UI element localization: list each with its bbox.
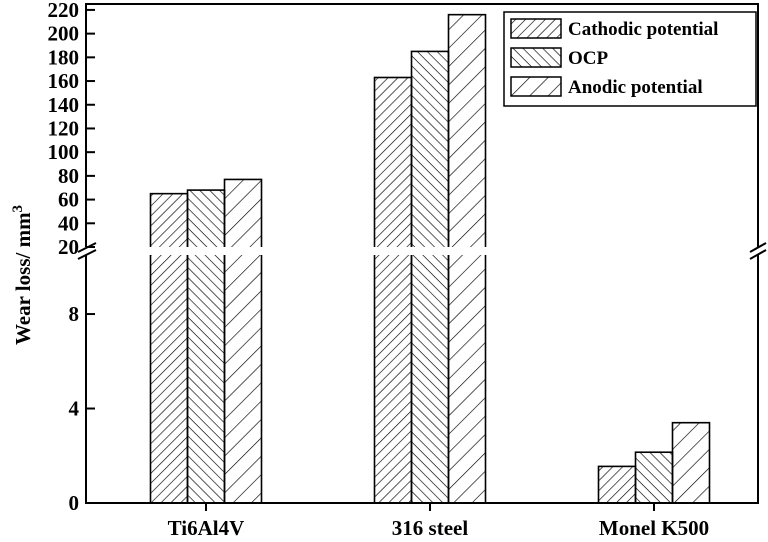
y-tick-label: 180 [48,45,80,69]
plot-frame [85,3,759,504]
bars [149,13,711,504]
x-category-label: 316 steel [392,516,469,540]
legend-label: Cathodic potential [568,19,718,40]
bar-monel-k500-cathodic-potential [597,465,637,504]
y-tick-label: 140 [48,93,80,117]
y-tick-label: 120 [48,116,80,140]
y-tick-label: 8 [69,302,80,326]
y-tick-label: 100 [48,140,80,164]
legend-swatch [510,18,562,39]
x-axis-categories: Ti6Al4V 316 steel Monel K500 [168,503,709,540]
bar-monel-k500-ocp [634,451,674,504]
bar-monel-k500-anodic-potential [671,421,711,504]
legend-label: Anodic potential [568,77,703,98]
y-tick-label: 0 [69,491,80,515]
x-category-label: Ti6Al4V [168,516,245,540]
y-tick-label: 200 [48,22,80,46]
legend-swatch [510,76,562,97]
x-category-label: Monel K500 [599,516,709,540]
legend-label: OCP [568,48,609,69]
bar-ti6al4v-ocp [186,189,226,504]
y-tick-label: 220 [48,0,80,22]
bar-ti6al4v-cathodic-potential [149,192,189,504]
y-tick-label: 160 [48,69,80,93]
y-axis-label: Wear loss/ mm3 [10,205,35,345]
axis-break-gap [78,247,763,255]
legend-swatch [510,47,562,68]
y-tick-label: 80 [58,164,79,188]
bar-316-steel-cathodic-potential [373,76,413,504]
legend: Cathodic potential OCP Anodic potential [503,11,757,107]
y-tick-label: 20 [58,235,79,259]
bar-316-steel-ocp [410,50,450,504]
bar-ti6al4v-anodic-potential [223,178,263,504]
bar-316-steel-anodic-potential [447,13,487,504]
axis-break-mark-3 [749,242,767,253]
y-tick-label: 40 [58,211,79,235]
y-tick-label: 4 [69,397,80,421]
y-tick-label: 60 [58,188,79,212]
axis-break-mark-2 [77,249,97,260]
axis-break-mark-4 [749,249,767,260]
